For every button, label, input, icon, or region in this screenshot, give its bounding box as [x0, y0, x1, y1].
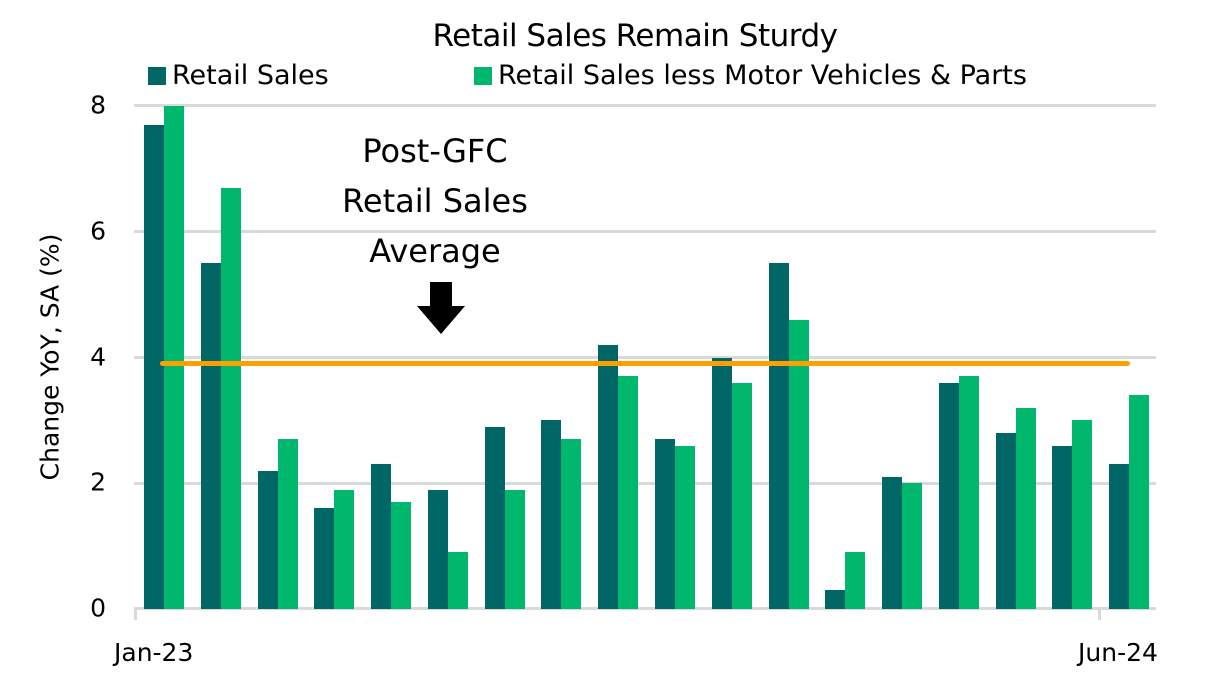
legend-label-retail-sales: Retail Sales: [172, 60, 329, 91]
bar-retail-sales-apr-24: [995, 432, 1016, 609]
y-tick-0: 0: [90, 593, 106, 623]
bar-retail-sales-oct-23: [655, 439, 675, 609]
bar-retail-sales-jan-24: [825, 590, 846, 609]
post-gfc-average-line: [160, 360, 1130, 366]
x-tick-last: Jun-24: [1078, 638, 1158, 667]
legend-item-retail-sales: Retail Sales: [148, 60, 329, 91]
bar-retail-less-auto-aug-23: [561, 439, 582, 609]
bar-retail-less-auto-nov-23: [731, 382, 752, 609]
bar-retail-less-auto-feb-24: [902, 483, 923, 609]
bar-retail-less-auto-jul-23: [504, 489, 525, 609]
bar-retail-less-auto-apr-24: [1015, 407, 1036, 609]
bar-retail-less-auto-jan-23: [164, 106, 184, 609]
bar-retail-less-auto-jan-24: [845, 552, 866, 609]
bar-retail-less-auto-apr-23: [334, 489, 355, 609]
bar-retail-sales-aug-23: [541, 420, 562, 609]
y-tick-8: 8: [90, 90, 106, 120]
bar-retail-less-auto-sep-23: [618, 376, 639, 609]
bar-retail-sales-may-24: [1052, 445, 1073, 609]
bar-retail-sales-may-23: [371, 464, 392, 609]
gridline-8: [134, 104, 1156, 107]
bar-retail-sales-jan-23: [144, 124, 164, 609]
y-tick-6: 6: [90, 216, 106, 246]
y-tick-4: 4: [90, 342, 106, 372]
chart-title: Retail Sales Remain Sturdy: [432, 18, 838, 54]
legend-swatch-retail-less-auto: [474, 66, 492, 85]
bar-retail-less-auto-dec-23: [788, 319, 809, 609]
gridline-6: [134, 230, 1156, 233]
bar-retail-sales-feb-24: [882, 476, 903, 609]
annotation-line-2: Retail Sales: [342, 182, 528, 220]
x-tick-first: Jan-23: [114, 638, 194, 667]
bar-retail-sales-sep-23: [598, 344, 619, 609]
legend-item-retail-less-auto: Retail Sales less Motor Vehicles & Parts: [474, 60, 1027, 91]
x-tick-mark-first: [134, 608, 137, 620]
plot-area: [134, 104, 1156, 610]
bar-retail-less-auto-jun-23: [447, 552, 468, 609]
bar-retail-less-auto-oct-23: [675, 445, 695, 609]
bar-retail-less-auto-mar-23: [277, 439, 298, 609]
legend-label-retail-less-auto: Retail Sales less Motor Vehicles & Parts: [498, 60, 1027, 91]
y-axis-label: Change YoY, SA (%): [35, 233, 65, 481]
down-arrow-icon: [417, 282, 465, 334]
annotation-text: Post-GFC Retail Sales Average: [320, 126, 550, 276]
bar-retail-sales-mar-24: [938, 382, 959, 609]
legend: Retail Sales Retail Sales less Motor Veh…: [0, 60, 1206, 96]
x-tick-mark-last: [1098, 608, 1101, 620]
bar-retail-sales-mar-23: [257, 470, 278, 609]
bar-retail-less-auto-may-24: [1072, 420, 1093, 609]
gridline-2: [134, 482, 1156, 485]
bar-retail-sales-jun-23: [427, 489, 448, 609]
y-tick-2: 2: [90, 467, 106, 497]
bar-retail-less-auto-jun-24: [1129, 395, 1150, 609]
bar-retail-sales-jun-24: [1109, 464, 1130, 609]
bar-retail-sales-feb-23: [200, 263, 221, 609]
x-axis-line: [134, 607, 1156, 610]
bar-retail-less-auto-mar-24: [958, 376, 979, 609]
bar-retail-less-auto-feb-23: [220, 187, 241, 609]
bar-retail-sales-nov-23: [711, 357, 732, 609]
legend-swatch-retail-sales: [148, 66, 166, 85]
gridline-4: [134, 356, 1156, 359]
bar-retail-less-auto-may-23: [391, 502, 412, 609]
annotation-line-3: Average: [369, 232, 501, 270]
bar-retail-sales-apr-23: [314, 508, 335, 609]
bar-retail-sales-jul-23: [484, 426, 505, 609]
annotation-line-1: Post-GFC: [362, 132, 508, 170]
bar-retail-sales-dec-23: [768, 263, 789, 609]
